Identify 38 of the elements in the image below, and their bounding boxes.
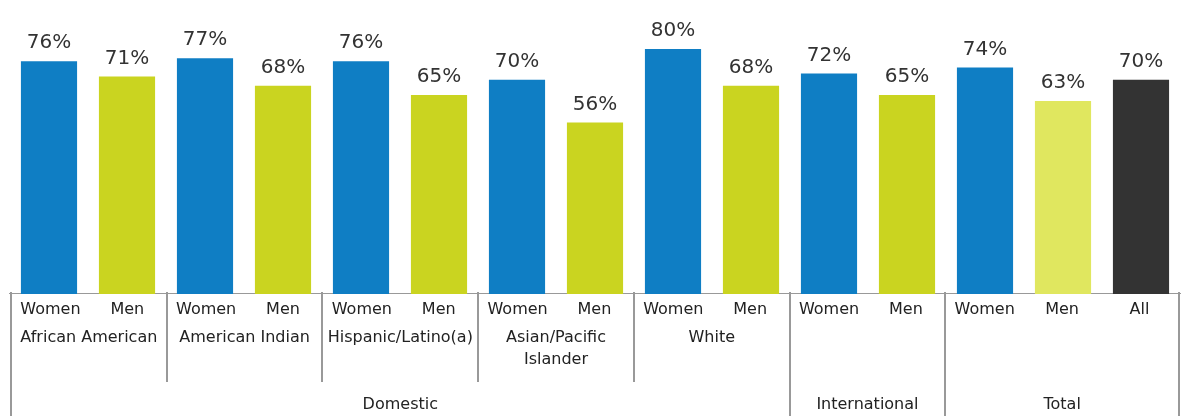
x-tick-label: Women xyxy=(166,292,245,326)
x-tick-label: Men xyxy=(420,298,457,320)
x-tick-label: Women xyxy=(322,292,401,326)
x-tick-label: All xyxy=(1101,292,1179,326)
data-label: 65% xyxy=(884,63,930,88)
x-tick-label: Women xyxy=(789,292,868,326)
data-label: 77% xyxy=(182,26,228,51)
data-label: 80% xyxy=(650,17,696,42)
x-tick-label: Men xyxy=(732,298,769,320)
x-tick-label: Men xyxy=(1044,298,1080,320)
x-tick-label: Men xyxy=(109,298,146,320)
x-tick-label: Women xyxy=(478,292,557,326)
data-label: 56% xyxy=(572,90,618,115)
data-label: 72% xyxy=(806,41,852,66)
data-label: 68% xyxy=(260,53,306,78)
text: Domestic xyxy=(362,394,438,413)
text: African American xyxy=(20,327,158,346)
text: Asian/Pacific Islander xyxy=(506,327,606,368)
data-label: 68% xyxy=(728,53,774,78)
data-label: 70% xyxy=(494,47,540,72)
data-label: 65% xyxy=(416,63,462,88)
data-label: 70% xyxy=(1118,47,1164,72)
data-label: 74% xyxy=(962,35,1008,60)
x-tick-label: Women xyxy=(945,292,1024,326)
text: Hispanic/Latino(a) xyxy=(327,327,473,346)
data-label: 63% xyxy=(1040,69,1086,94)
x-tick-label: Men xyxy=(576,298,613,320)
x-tick-label: Men xyxy=(265,298,301,320)
data-label: 76% xyxy=(26,29,72,54)
text: Total xyxy=(1043,394,1081,413)
x-tick-label: Women xyxy=(11,292,89,326)
x-tick-label: Men xyxy=(888,298,924,320)
text: White xyxy=(688,327,735,346)
text: American Indian xyxy=(179,327,310,346)
data-label: 71% xyxy=(104,44,150,69)
data-label: 76% xyxy=(338,29,384,54)
text: International xyxy=(816,394,919,413)
x-tick-label: Women xyxy=(633,292,712,326)
